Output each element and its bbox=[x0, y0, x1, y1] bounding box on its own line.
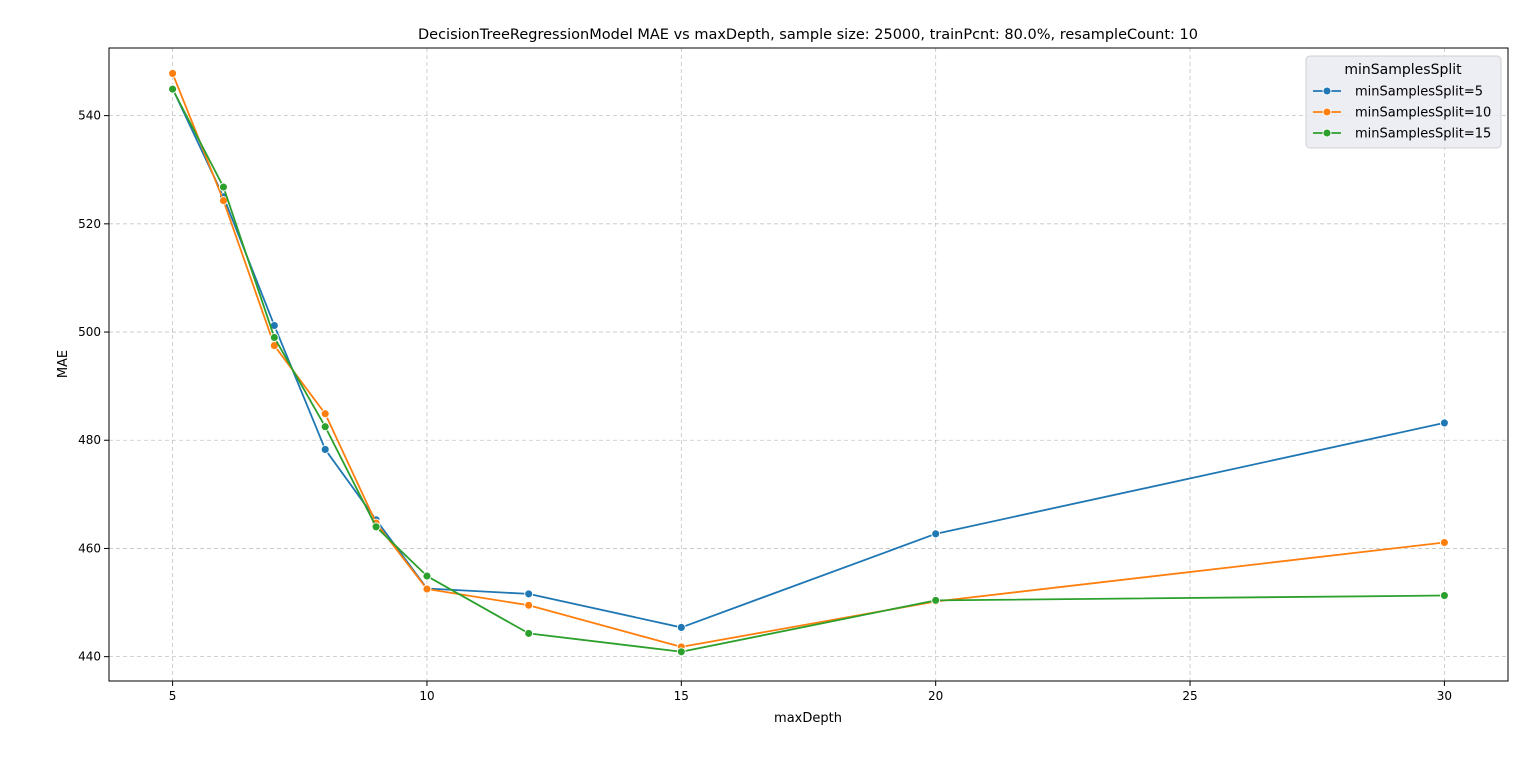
legend-marker-icon bbox=[1322, 107, 1332, 117]
legend-label: minSamplesSplit=15 bbox=[1355, 127, 1491, 142]
legend-label: minSamplesSplit=10 bbox=[1355, 106, 1491, 121]
legend-marker-icon bbox=[1322, 128, 1332, 138]
data-point bbox=[676, 647, 686, 657]
data-point bbox=[320, 444, 330, 454]
y-tick-label: 520 bbox=[78, 217, 101, 231]
data-point bbox=[422, 571, 432, 581]
data-point bbox=[422, 584, 432, 594]
plot-area bbox=[108, 47, 1509, 682]
x-tick-label: 20 bbox=[928, 689, 943, 703]
data-point bbox=[931, 595, 941, 605]
data-point bbox=[219, 182, 228, 192]
y-axis: 440 460 480 500 520 540 bbox=[78, 109, 109, 664]
y-tick-label: 460 bbox=[78, 541, 101, 555]
data-point bbox=[168, 68, 178, 78]
data-point bbox=[320, 422, 330, 432]
series-layer bbox=[168, 68, 1449, 657]
data-point bbox=[320, 409, 330, 419]
y-tick-label: 440 bbox=[78, 650, 101, 664]
x-tick-label: 25 bbox=[1182, 689, 1197, 703]
legend-item: minSamplesSplit=5 bbox=[1313, 85, 1483, 100]
legend-box bbox=[1305, 55, 1502, 149]
legend-marker-icon bbox=[1322, 86, 1332, 96]
x-axis: 5 10 15 20 25 30 bbox=[169, 681, 1452, 703]
data-point bbox=[1439, 418, 1449, 428]
data-point bbox=[371, 522, 381, 532]
data-point bbox=[269, 332, 279, 342]
x-tick-label: 10 bbox=[419, 689, 434, 703]
data-point bbox=[931, 529, 941, 539]
x-tick-label: 30 bbox=[1437, 689, 1452, 703]
x-tick-label: 15 bbox=[674, 689, 689, 703]
data-point bbox=[524, 628, 534, 638]
data-point bbox=[524, 589, 534, 599]
x-tick-label: 5 bbox=[169, 689, 177, 703]
data-point bbox=[524, 600, 534, 610]
grid-lines bbox=[109, 48, 1508, 681]
series-2 bbox=[168, 68, 1449, 652]
series-line bbox=[171, 73, 1445, 648]
x-axis-label: maxDepth bbox=[774, 711, 842, 726]
series-line bbox=[171, 88, 1445, 653]
legend-item: minSamplesSplit=10 bbox=[1313, 106, 1491, 121]
legend-title: minSamplesSplit bbox=[1344, 62, 1462, 78]
series-3 bbox=[168, 84, 1449, 657]
legend-item: minSamplesSplit=15 bbox=[1313, 127, 1491, 142]
y-tick-label: 480 bbox=[78, 433, 101, 447]
legend-items: minSamplesSplit=5 minSamplesSplit=10 minSa… bbox=[1313, 85, 1491, 142]
y-axis-label: MAE bbox=[56, 350, 71, 378]
legend-label: minSamplesSplit=5 bbox=[1355, 85, 1483, 100]
data-point bbox=[1439, 591, 1449, 600]
series-line bbox=[171, 88, 1445, 629]
chart-title: DecisionTreeRegressionModel MAE vs maxDe… bbox=[418, 27, 1198, 43]
data-point bbox=[1439, 538, 1449, 547]
y-tick-label: 500 bbox=[78, 325, 101, 339]
legend: minSamplesSplit minSamplesSplit=5minSamp… bbox=[1305, 55, 1502, 149]
series-1 bbox=[168, 84, 1449, 632]
y-tick-label: 540 bbox=[78, 109, 101, 123]
data-point bbox=[676, 622, 686, 632]
data-point bbox=[168, 84, 178, 94]
